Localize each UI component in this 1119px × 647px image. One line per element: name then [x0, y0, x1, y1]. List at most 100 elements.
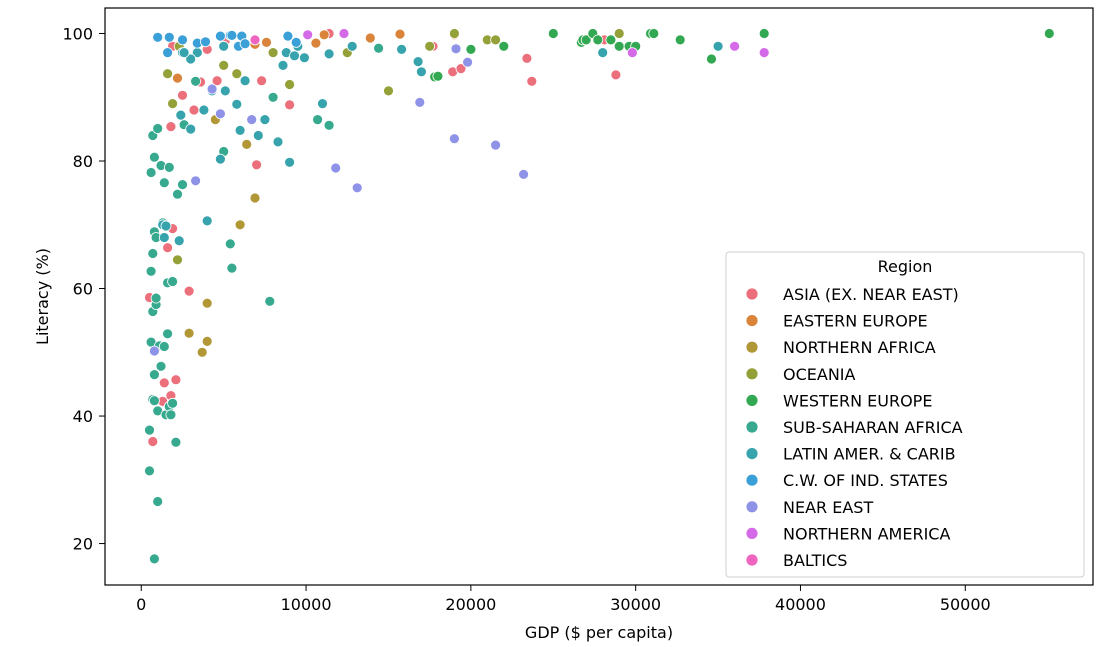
data-point [518, 168, 529, 180]
data-point [155, 360, 167, 372]
y-tick-label: 100 [62, 25, 93, 44]
x-tick-label: 30000 [610, 595, 661, 614]
series-baltics [249, 34, 261, 46]
data-point [211, 75, 223, 87]
data-point [218, 60, 230, 71]
legend-title: Region [878, 257, 933, 276]
data-point [277, 60, 289, 71]
data-point [162, 68, 174, 80]
legend-marker [745, 527, 759, 540]
data-point [148, 553, 160, 565]
data-point [163, 31, 175, 43]
data-point [758, 47, 770, 58]
legend-item-baltics: BALTICS [745, 551, 847, 570]
data-point [196, 346, 208, 358]
data-point [175, 109, 187, 121]
data-point [148, 151, 160, 163]
data-point [173, 235, 185, 247]
data-point [267, 47, 279, 58]
data-point [170, 436, 182, 448]
data-point [613, 40, 625, 52]
data-point [224, 238, 236, 250]
plot-frame [104, 7, 1094, 586]
x-tick-label: 20000 [445, 595, 496, 614]
legend-item-near-east: NEAR EAST [745, 498, 873, 517]
data-point [396, 44, 408, 55]
points-layer [144, 28, 1055, 565]
legend-item-northern-africa: NORTHERN AFRICA [745, 338, 936, 357]
data-point [158, 377, 170, 389]
data-point [284, 99, 296, 111]
data-point [323, 48, 335, 60]
x-tick-label: 0 [136, 595, 146, 614]
legend-label: NORTHERN AMERICA [783, 524, 950, 543]
data-point [290, 37, 302, 48]
data-point [148, 345, 160, 357]
legend-item-latin-amer-carib: LATIN AMER. & CARIB [745, 445, 956, 464]
legend-marker [745, 393, 759, 407]
data-point [351, 182, 363, 194]
data-point [165, 121, 177, 132]
data-point [148, 369, 160, 381]
data-point [462, 56, 474, 68]
data-point [256, 75, 268, 87]
x-tick-label: 10000 [281, 595, 332, 614]
series-sub-saharan-africa [144, 42, 385, 565]
data-point [312, 114, 324, 125]
data-point [234, 124, 246, 136]
data-point [597, 47, 609, 58]
data-point [394, 28, 406, 40]
data-point [627, 47, 638, 58]
data-point [231, 68, 243, 80]
data-point [185, 53, 197, 65]
data-point [613, 28, 625, 39]
y-axis-ticks: 20 40 60 80 100 [62, 25, 105, 554]
legend-box [725, 251, 1085, 578]
data-point [147, 248, 159, 259]
data-point [144, 465, 155, 477]
legend-label: SUB-SAHARAN AFRICA [783, 418, 963, 437]
series-northern-america [302, 28, 770, 58]
data-point [373, 42, 385, 54]
data-point [231, 98, 243, 110]
data-point [261, 37, 272, 48]
data-point [152, 123, 164, 134]
data-point [201, 335, 213, 347]
data-point [302, 29, 314, 41]
data-point [252, 130, 264, 141]
y-axis-label: Literacy (%) [33, 248, 52, 345]
data-point [547, 28, 559, 39]
data-point [284, 79, 296, 90]
data-point [330, 162, 342, 174]
legend-label: ASIA (EX. NEAR EAST) [783, 285, 959, 304]
legend-item-eastern-europe: EASTERN EUROPE [745, 312, 928, 331]
data-point [249, 192, 261, 204]
legend-marker [745, 420, 759, 434]
x-axis-ticks: 0 10000 20000 30000 40000 50000 [136, 585, 991, 614]
data-point [298, 52, 310, 64]
data-point [152, 496, 164, 507]
data-point [605, 34, 617, 46]
x-tick-label: 40000 [775, 595, 826, 614]
data-point [490, 34, 502, 46]
data-point [267, 91, 279, 103]
data-point [758, 28, 770, 39]
legend: Region ASIA (EX. NEAR EAST) EASTERN EUROP… [725, 251, 1085, 578]
data-point [165, 409, 177, 421]
data-point [521, 53, 533, 64]
data-point [712, 40, 724, 52]
data-point [580, 34, 592, 46]
data-point [455, 63, 467, 74]
data-point [167, 98, 179, 109]
data-point [150, 292, 162, 304]
y-tick-label: 40 [73, 407, 93, 426]
data-point [167, 397, 179, 409]
legend-item-c-w-of-ind-states: C.W. OF IND. STATES [745, 471, 948, 490]
data-point [198, 104, 210, 116]
data-point [148, 395, 160, 407]
data-point [177, 34, 188, 46]
data-point [170, 374, 182, 386]
data-point [162, 242, 174, 254]
legend-label: WESTERN EUROPE [783, 391, 932, 410]
